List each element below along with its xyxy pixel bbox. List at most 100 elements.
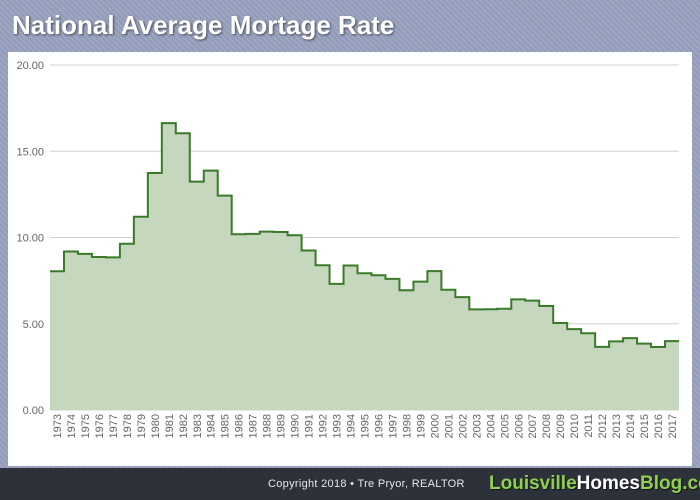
rate-step-2009[interactable]: [553, 323, 567, 410]
x-tick-label: 2017: [667, 414, 679, 438]
rate-step-2005[interactable]: [497, 309, 511, 410]
brand-link[interactable]: LouisvilleHomesBlog.com: [489, 473, 700, 495]
copyright-text: Copyright 2018 • Tre Pryor, REALTOR: [268, 478, 465, 490]
x-tick-label: 1986: [234, 414, 246, 438]
brand-part-2: Homes: [576, 473, 640, 494]
x-tick-label: 1993: [332, 414, 344, 438]
y-tick-label: 0.00: [23, 405, 44, 417]
rate-step-1977[interactable]: [106, 257, 120, 410]
x-tick-label: 1994: [346, 414, 358, 438]
x-tick-label: 2008: [541, 414, 553, 438]
rate-step-2001[interactable]: [441, 290, 455, 410]
rate-step-2010[interactable]: [567, 329, 581, 410]
rate-step-2004[interactable]: [483, 309, 497, 410]
rate-step-2016[interactable]: [651, 347, 665, 410]
rate-step-1994[interactable]: [344, 265, 358, 410]
x-tick-label: 1979: [136, 414, 148, 438]
rate-step-2003[interactable]: [469, 309, 483, 410]
rate-step-2015[interactable]: [637, 344, 651, 410]
rate-step-1981[interactable]: [162, 123, 176, 410]
rate-step-1990[interactable]: [288, 235, 302, 410]
x-tick-label: 2015: [639, 414, 651, 438]
x-tick-label: 1996: [373, 414, 385, 438]
rate-step-1998[interactable]: [399, 290, 413, 410]
rate-step-2006[interactable]: [511, 299, 525, 410]
x-tick-label: 2005: [499, 414, 511, 438]
x-tick-label: 1987: [248, 414, 260, 438]
x-tick-label: 2011: [583, 414, 595, 438]
y-tick-label: 15.00: [16, 146, 44, 158]
rate-step-1995[interactable]: [358, 273, 372, 410]
x-tick-label: 2009: [555, 414, 567, 438]
rate-step-1978[interactable]: [120, 244, 134, 410]
x-tick-label: 2010: [569, 414, 581, 438]
x-tick-label: 1995: [360, 414, 372, 438]
rate-step-2011[interactable]: [581, 333, 595, 410]
x-tick-label: 1974: [66, 414, 78, 438]
brand-part-1: Louisville: [489, 473, 577, 494]
x-tick-label: 1975: [80, 414, 92, 438]
rate-step-2014[interactable]: [623, 338, 637, 410]
rate-step-1984[interactable]: [204, 171, 218, 410]
rate-step-1980[interactable]: [148, 173, 162, 410]
chart-panel: 0.00 5.00 10.00 15.00 20.00 1973 1974 1975 1976 1…: [8, 52, 692, 466]
x-tick-label: 2004: [485, 414, 497, 438]
x-tick-label: 2016: [653, 414, 665, 438]
x-tick-label: 2006: [513, 414, 525, 438]
rate-step-1982[interactable]: [176, 133, 190, 410]
x-tick-label: 1980: [150, 414, 162, 438]
x-tick-label: 1982: [178, 414, 190, 438]
rate-step-1973[interactable]: [50, 271, 64, 410]
y-tick-label: 5.00: [23, 319, 44, 331]
x-tick-label: 2003: [471, 414, 483, 438]
rate-step-1985[interactable]: [218, 196, 232, 410]
rate-step-1976[interactable]: [92, 257, 106, 410]
rate-step-1997[interactable]: [385, 279, 399, 410]
x-tick-label: 1999: [415, 414, 427, 438]
rate-step-1983[interactable]: [190, 182, 204, 410]
x-tick-label: 1991: [304, 414, 316, 438]
x-tick-label: 1976: [94, 414, 106, 438]
rate-step-1988[interactable]: [260, 232, 274, 410]
x-tick-label: 2007: [527, 414, 539, 438]
rate-step-1996[interactable]: [371, 275, 385, 410]
rate-step-1986[interactable]: [232, 234, 246, 410]
x-tick-label: 1978: [122, 414, 134, 438]
x-tick-label: 2002: [457, 414, 469, 438]
x-tick-label: 1977: [108, 414, 120, 438]
rate-step-1974[interactable]: [64, 251, 78, 410]
rate-step-1989[interactable]: [274, 232, 288, 410]
chart-title: National Average Mortage Rate: [12, 10, 395, 40]
rate-step-2017[interactable]: [665, 341, 679, 410]
rate-step-1991[interactable]: [302, 250, 316, 410]
rate-series-line: [50, 122, 679, 349]
x-tick-label: 2000: [429, 414, 441, 438]
rate-step-2002[interactable]: [455, 297, 469, 410]
rate-step-2012[interactable]: [595, 347, 609, 410]
x-tick-label: 1992: [318, 414, 330, 438]
rate-step-2000[interactable]: [427, 271, 441, 410]
rate-step-1987[interactable]: [246, 234, 260, 410]
x-tick-label: 2012: [597, 414, 609, 438]
x-tick-label: 1998: [401, 414, 413, 438]
y-tick-label: 10.00: [16, 233, 44, 245]
rate-step-1979[interactable]: [134, 217, 148, 410]
x-tick-label: 1988: [262, 414, 274, 438]
x-tick-label: 1973: [52, 414, 64, 438]
rate-step-1993[interactable]: [330, 284, 344, 410]
rate-step-1992[interactable]: [316, 265, 330, 410]
rate-step-2007[interactable]: [525, 301, 539, 410]
x-tick-label: 1985: [220, 414, 232, 438]
rate-step-1999[interactable]: [413, 282, 427, 410]
rate-step-2013[interactable]: [609, 341, 623, 410]
x-tick-label: 2001: [443, 414, 455, 438]
rate-step-1975[interactable]: [78, 254, 92, 410]
x-tick-label: 1981: [164, 414, 176, 438]
x-tick-label: 1983: [192, 414, 204, 438]
brand-part-3: Blog.com: [640, 473, 700, 494]
x-tick-label: 1990: [290, 414, 302, 438]
footer-bar: Copyright 2018 • Tre Pryor, REALTOR Loui…: [0, 468, 700, 500]
rate-step-2008[interactable]: [539, 306, 553, 410]
